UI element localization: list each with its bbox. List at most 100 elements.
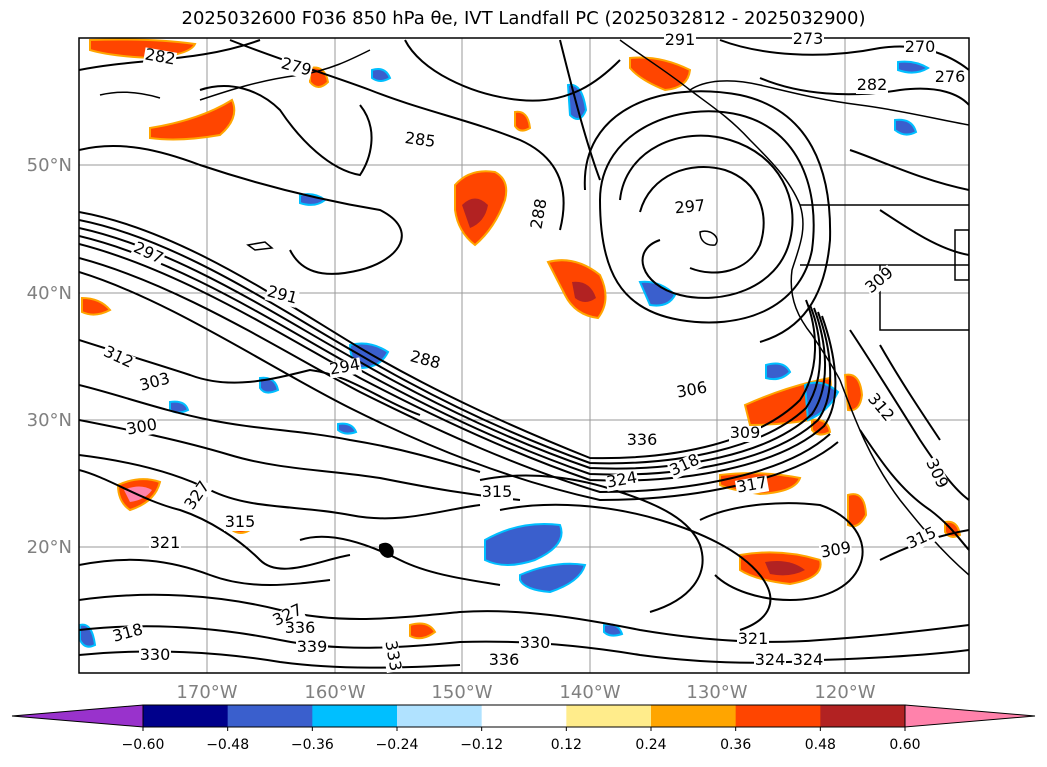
colorbar-tick-label: 0.36	[720, 737, 751, 753]
contour-label: 315	[482, 482, 513, 501]
colorbar-tick-label: −0.12	[460, 737, 503, 753]
lon-label-120w: 120°W	[814, 682, 875, 703]
map-title: 2025032600 F036 850 hPa θe, IVT Landfall…	[181, 8, 866, 29]
colorbar-segment	[227, 705, 313, 727]
coastlines	[99, 39, 969, 576]
colorbar-segment	[143, 705, 229, 727]
contour-label-background	[921, 456, 951, 492]
contour-label-background	[737, 632, 769, 648]
contour-label-background	[264, 284, 300, 308]
colorbar-segment	[735, 705, 821, 727]
contour-label-background	[284, 621, 316, 637]
lon-label-130w: 130°W	[686, 682, 747, 703]
contour-label: 285	[404, 128, 437, 151]
lat-label-30n: 30°N	[27, 410, 72, 431]
colorbar-segment	[481, 705, 567, 727]
contour-label-background	[139, 648, 171, 664]
lon-label-170w: 170°W	[176, 682, 237, 703]
map-frame	[78, 37, 970, 674]
contour-label: 273	[793, 29, 824, 48]
contour-label-background	[296, 640, 328, 656]
colorbar-segment	[397, 705, 483, 727]
contour-label-background	[856, 78, 888, 94]
contour-label: 330	[140, 645, 171, 664]
contour-label: 291	[665, 30, 696, 49]
lat-label-20n: 20°N	[27, 537, 72, 558]
contour-label-background	[904, 524, 940, 554]
contour-label-background	[142, 47, 178, 69]
contour-label-background	[862, 264, 898, 298]
longitude-axis: 170°W 160°W 150°W 140°W 130°W 120°W	[176, 682, 875, 703]
contour-label-background	[110, 622, 146, 646]
colorbar-extension-max	[904, 704, 1036, 728]
contour-label-background	[182, 478, 214, 514]
contour-label-background	[403, 130, 437, 152]
colorbar-segment	[312, 705, 398, 727]
contour-label-background	[729, 426, 761, 442]
contour-label-background	[124, 417, 160, 439]
contour-label-background	[754, 653, 786, 669]
contour-label: 339	[297, 637, 328, 656]
colorbar-tick-label: 0.60	[889, 737, 920, 753]
contour-labels: 282 2792852762702732822882912972972912882…	[100, 29, 966, 674]
contour-label: 324	[793, 650, 824, 669]
contour-label-background	[381, 638, 403, 674]
contour-label-background	[100, 343, 136, 373]
contour-label: 321	[738, 629, 769, 648]
contour-label-background	[481, 485, 513, 501]
contour-label: 315	[225, 512, 256, 531]
contour-label-background	[934, 70, 966, 86]
contour-label-background	[792, 653, 824, 669]
lat-label-50n: 50°N	[27, 155, 72, 176]
contour-label-background	[488, 653, 520, 669]
colorbar-tick-label: −0.36	[291, 737, 334, 753]
contour-label-background	[626, 433, 658, 449]
latitude-axis: 50°N 40°N 30°N 20°N	[27, 155, 72, 558]
contour-label: 309	[730, 423, 761, 442]
contour-label: 270	[905, 37, 936, 56]
colorbar-segment	[820, 705, 906, 727]
contour-label: 297	[674, 196, 706, 218]
lon-label-150w: 150°W	[431, 682, 492, 703]
colorbar-frame	[142, 704, 906, 728]
contour-label: 330	[520, 633, 551, 652]
contour-label-background	[270, 601, 306, 631]
contour-label-background	[667, 451, 703, 481]
contour-label: 282	[857, 75, 888, 94]
contour-label-background	[224, 515, 256, 531]
map-panel	[79, 38, 969, 673]
contour-label: 336	[489, 650, 520, 669]
colorbar-extension-min	[11, 704, 144, 728]
contour-label: 324	[755, 650, 786, 669]
contour-label-background	[130, 239, 166, 269]
contour-label-background	[519, 636, 551, 652]
contour-label-background	[863, 390, 897, 426]
colorbar-tick-label: −0.60	[122, 737, 165, 753]
colorbar-tick-label: 0.48	[805, 737, 836, 753]
contour-label-background	[674, 380, 710, 402]
lon-label-160w: 160°W	[304, 682, 365, 703]
contour-label-background	[792, 32, 824, 48]
contour-label-background	[604, 470, 640, 492]
contour-label-background	[904, 40, 936, 56]
colorbar: −0.60 −0.48 −0.36 −0.24 −0.12 0.12 0.24 0.36 0.4…	[11, 704, 1036, 753]
contour-label-background	[673, 198, 707, 218]
contour-label: 321	[150, 533, 181, 552]
lon-label-140w: 140°W	[559, 682, 620, 703]
contour-label-background	[734, 475, 770, 497]
contour-label-background	[327, 357, 363, 379]
contour-label-background	[529, 196, 551, 232]
colorbar-tick-label: 0.24	[635, 737, 666, 753]
contour-label: 276	[935, 67, 966, 86]
contour-label: 336	[627, 430, 658, 449]
contour-label-background	[407, 349, 443, 373]
contour-label-background	[137, 371, 173, 395]
contour-label-background	[149, 536, 181, 552]
contour-label-background	[818, 540, 854, 562]
contour-label-background	[664, 33, 696, 49]
colorbar-tick-label: −0.48	[206, 737, 249, 753]
colorbar-tick-label: 0.12	[551, 737, 582, 753]
contour-label: 336	[285, 618, 316, 637]
colorbar-tick-label: −0.24	[376, 737, 419, 753]
